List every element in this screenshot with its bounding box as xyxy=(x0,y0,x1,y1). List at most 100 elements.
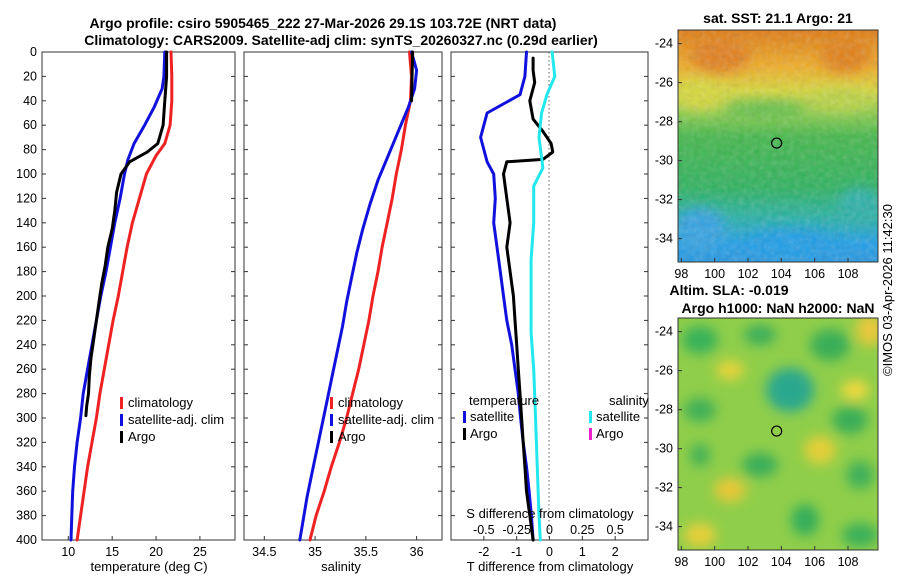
x-tick-label: 10 xyxy=(61,545,75,559)
salinity-axes-frame xyxy=(243,51,443,541)
temperature-axes-frame xyxy=(41,51,236,541)
legend-swatch-s-argo xyxy=(589,428,592,440)
difference-profile-lines xyxy=(479,50,557,542)
legend-title-temperature: temperature xyxy=(469,393,539,408)
legend-swatch-argo xyxy=(330,431,333,443)
depth-tick-label: 200 xyxy=(16,289,37,303)
depth-tick-label: 300 xyxy=(16,411,37,425)
figure-title-line2: Climatology: CARS2009. Satellite-adj cli… xyxy=(84,32,598,48)
depth-tick-label: 80 xyxy=(23,143,37,157)
legend-swatch-climatology xyxy=(330,397,333,409)
s-difference-tick-label: -0.25 xyxy=(502,523,531,537)
sst-heatmap xyxy=(678,30,878,262)
x-tick-label: 20 xyxy=(149,545,163,559)
sla-heatmap-structure xyxy=(682,318,878,547)
latitude-tick-label: -30 xyxy=(655,154,673,168)
latitude-tick-label: -28 xyxy=(655,115,673,129)
depth-tick-label: 320 xyxy=(16,435,37,449)
x-tick-label: 1 xyxy=(579,545,586,559)
legend-swatch-t-satellite xyxy=(463,411,466,423)
temperature-legend: climatology satellite-adj. clim Argo xyxy=(120,395,224,444)
x-tick-label: 2 xyxy=(612,545,619,559)
latitude-tick-label: -34 xyxy=(655,232,673,246)
s-difference-axis-label: S difference from climatology xyxy=(466,506,634,521)
depth-tick-label: 40 xyxy=(23,94,37,108)
depth-tick-label: 100 xyxy=(16,167,37,181)
legend-title-salinity: salinity xyxy=(609,393,649,408)
temperature-tick-labels: 10 15 20 25 xyxy=(61,51,235,559)
s-difference-tick-label: 0.5 xyxy=(606,523,623,537)
legend-label-climatology: climatology xyxy=(128,395,194,410)
sst-latitude-tick-labels: -24 -26 -28 -30 -32 -34 xyxy=(655,37,682,246)
longitude-tick-label: 100 xyxy=(704,555,725,569)
depth-tick-label: 340 xyxy=(16,460,37,474)
temperature-panel: 0 20 40 60 80 100 120 140 160 180 200 220 240 260 280 3… xyxy=(16,45,236,574)
temperature-x-axis-label: temperature (deg C) xyxy=(90,559,207,574)
longitude-tick-label: 108 xyxy=(838,555,859,569)
legend-label-t-argo: Argo xyxy=(470,426,497,441)
sst-heatmap-texture xyxy=(678,30,878,262)
sla-map-panel: Altim. SLA: -0.019 Argo h1000: NaN h2000… xyxy=(655,282,879,569)
depth-tick-label: 260 xyxy=(16,362,37,376)
latitude-tick-label: -26 xyxy=(655,364,673,378)
t-difference-axis-label: T difference from climatology xyxy=(467,559,634,574)
x-tick-label: 0 xyxy=(546,545,553,559)
latitude-tick-label: -26 xyxy=(655,76,673,90)
sla-map-subtitle: Argo h1000: NaN h2000: NaN xyxy=(682,300,875,316)
series-line-argo xyxy=(84,50,169,418)
depth-tick-label: 120 xyxy=(16,191,37,205)
sst-longitude-tick-labels: 98 100 102 104 106 108 xyxy=(674,258,858,281)
series-line-argo xyxy=(410,50,415,103)
x-tick-label: 35.5 xyxy=(354,545,378,559)
sla-heatmap-base xyxy=(678,318,878,550)
longitude-tick-label: 106 xyxy=(804,267,825,281)
legend-label-argo: Argo xyxy=(128,429,155,444)
depth-tick-label: 400 xyxy=(16,533,37,547)
latitude-tick-label: -34 xyxy=(655,520,673,534)
x-tick-label: 15 xyxy=(105,545,119,559)
legend-swatch-t-argo xyxy=(463,428,466,440)
latitude-tick-label: -24 xyxy=(655,37,673,51)
salinity-panel: 34.5 35 35.5 36 climatology satellite-adj. … xyxy=(243,50,443,574)
depth-tick-label: 0 xyxy=(30,45,37,59)
depth-tick-label: 380 xyxy=(16,509,37,523)
temperature-profile-lines xyxy=(69,50,174,542)
timestamp-label: ©IMOS 03-Apr-2026 11:42:30 xyxy=(880,204,895,376)
argo-location-marker xyxy=(771,425,783,437)
series-line-satellite-adj-clim xyxy=(69,50,167,542)
sla-heatmap xyxy=(678,318,878,550)
longitude-tick-label: 104 xyxy=(771,267,792,281)
longitude-tick-label: 100 xyxy=(704,267,725,281)
longitude-tick-label: 108 xyxy=(838,267,859,281)
longitude-tick-label: 102 xyxy=(738,555,759,569)
salinity-profile-lines xyxy=(298,50,419,542)
series-line-climatology xyxy=(308,50,413,542)
s-difference-tick-labels: -0.5 -0.25 0 0.25 0.5 xyxy=(473,523,624,537)
legend-swatch-s-satellite xyxy=(589,411,592,423)
x-tick-label: 36 xyxy=(410,545,424,559)
x-tick-label: 25 xyxy=(193,545,207,559)
sla-map-frame xyxy=(677,317,879,551)
latitude-tick-label: -32 xyxy=(655,481,673,495)
legend-label-argo: Argo xyxy=(338,429,365,444)
argo-location-marker xyxy=(771,137,783,149)
difference-legend: temperature satellite Argo salinity sate… xyxy=(463,393,649,441)
legend-swatch-satellite xyxy=(330,414,333,426)
longitude-tick-label: 98 xyxy=(674,555,688,569)
longitude-tick-label: 102 xyxy=(738,267,759,281)
x-tick-label: 34.5 xyxy=(252,545,276,559)
sst-map-title: sat. SST: 21.1 Argo: 21 xyxy=(703,10,853,26)
series-line-t-argo xyxy=(502,56,555,542)
longitude-tick-label: 104 xyxy=(771,555,792,569)
series-line-satellite-adj-clim xyxy=(298,50,419,542)
longitude-tick-label: 106 xyxy=(804,555,825,569)
legend-swatch-argo xyxy=(120,431,123,443)
latitude-tick-label: -28 xyxy=(655,403,673,417)
latitude-tick-label: -24 xyxy=(655,325,673,339)
legend-swatch-satellite xyxy=(120,414,123,426)
x-tick-label: 35 xyxy=(308,545,322,559)
depth-tick-label: 220 xyxy=(16,313,37,327)
legend-label-t-satellite: satellite xyxy=(470,409,514,424)
difference-panel: -2 -1 0 1 2 -0.5 -0.25 0 0.25 0.5 temperature sa… xyxy=(450,50,649,574)
sst-map-panel: sat. SST: 21.1 Argo: 21 98 100 102 104 106 10… xyxy=(655,10,879,281)
